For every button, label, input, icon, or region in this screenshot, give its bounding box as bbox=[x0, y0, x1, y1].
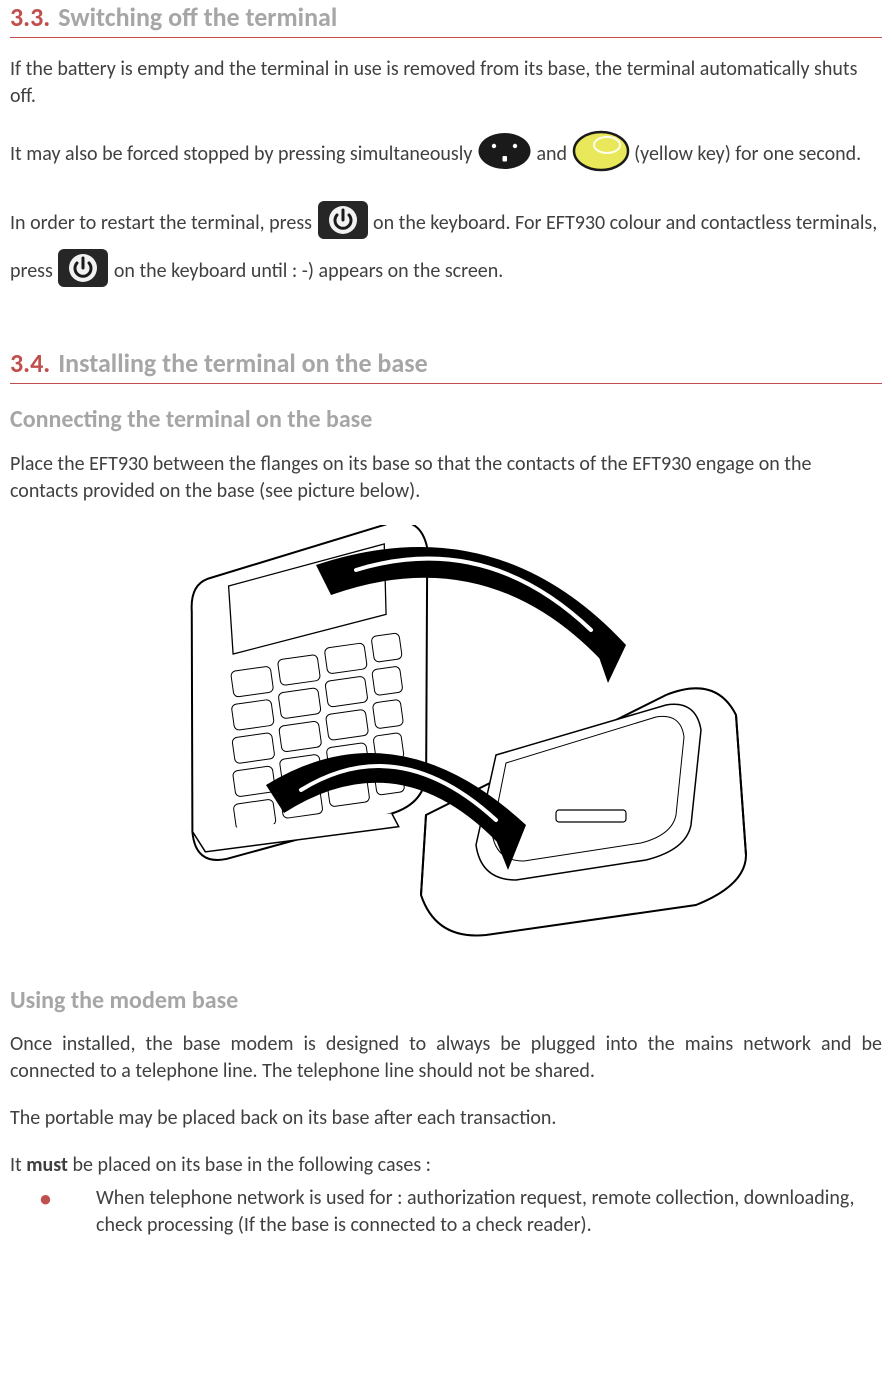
section-3-4-sub2-para3: It must be placed on its base in the fol… bbox=[10, 1152, 882, 1179]
section-3-4-sub1-title: Connecting the terminal on the base bbox=[10, 404, 882, 436]
para3-pre: It bbox=[10, 1153, 26, 1177]
para3-post: on the keyboard until : -) appears on th… bbox=[114, 259, 503, 283]
terminal-base-illustration bbox=[136, 525, 756, 945]
power-key-icon-2 bbox=[57, 248, 109, 296]
section-3-4-sub1-para1: Place the EFT930 between the flanges on … bbox=[10, 451, 882, 505]
section-3-3-number: 3.3. bbox=[10, 0, 50, 35]
section-3-3-title: Switching off the terminal bbox=[58, 0, 337, 35]
list-item: When telephone network is used for : aut… bbox=[40, 1185, 882, 1239]
para2-pre: It may also be forced stopped by pressin… bbox=[10, 142, 477, 166]
para2-post: (yellow key) for one second. bbox=[634, 142, 861, 166]
para3-post: be placed on its base in the following c… bbox=[68, 1153, 431, 1177]
para3-pre: In order to restart the terminal, press bbox=[10, 211, 317, 235]
section-3-3-para1: If the battery is empty and the terminal… bbox=[10, 56, 882, 110]
section-3-4-sub2-para2: The portable may be placed back on its b… bbox=[10, 1105, 882, 1132]
section-3-4-title: Installing the terminal on the base bbox=[58, 346, 427, 381]
dot-key-icon bbox=[477, 131, 532, 179]
section-3-3-para3: In order to restart the terminal, press … bbox=[10, 200, 882, 296]
section-3-4-number: 3.4. bbox=[10, 346, 50, 381]
section-3-4-bullet-list: When telephone network is used for : aut… bbox=[10, 1185, 882, 1239]
yellow-key-icon bbox=[572, 130, 630, 180]
section-3-3-para2: It may also be forced stopped by pressin… bbox=[10, 130, 882, 180]
para3-bold: must bbox=[26, 1153, 68, 1177]
section-3-4-sub2-title: Using the modem base bbox=[10, 985, 882, 1017]
section-3-3-heading: 3.3. Switching off the terminal bbox=[10, 0, 882, 38]
section-3-4-sub2-para1: Once installed, the base modem is design… bbox=[10, 1031, 882, 1085]
para2-and: and bbox=[536, 142, 571, 166]
power-key-icon-1 bbox=[317, 200, 369, 248]
section-3-4-heading: 3.4. Installing the terminal on the base bbox=[10, 346, 882, 384]
